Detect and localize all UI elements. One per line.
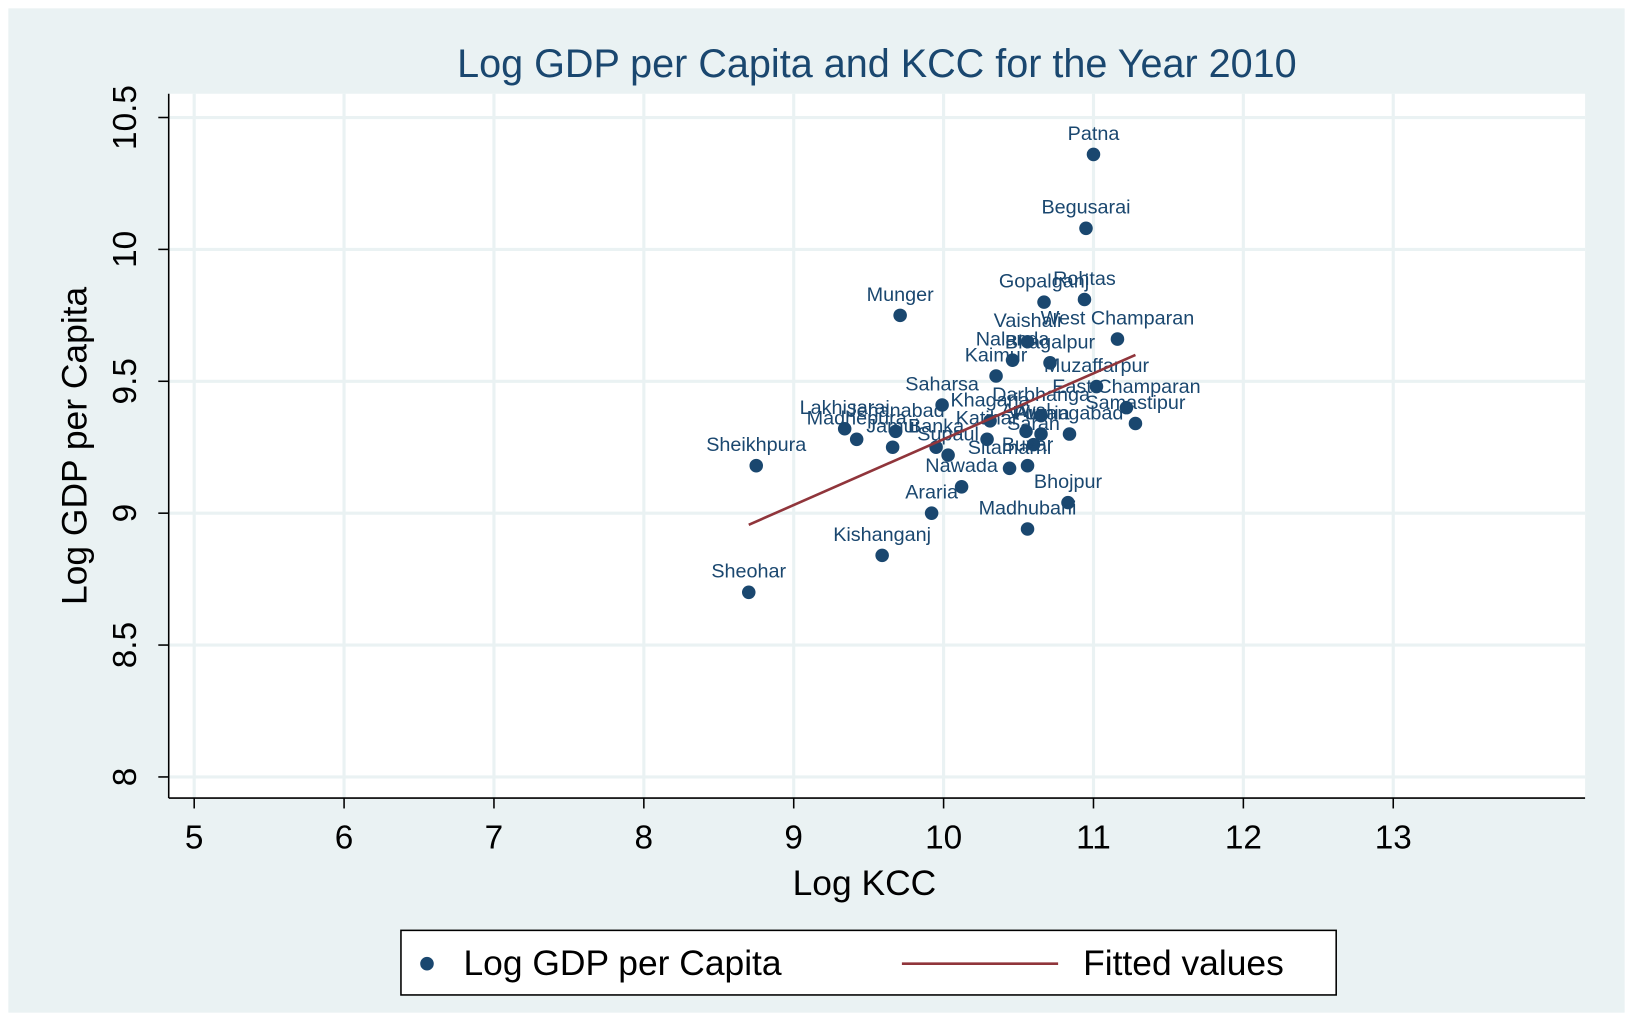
- point-label: Gopalganj: [999, 271, 1089, 293]
- y-tick-label: 10: [107, 231, 144, 268]
- x-axis-label: Log KCC: [793, 863, 937, 903]
- point-label: Nawada: [925, 455, 998, 477]
- grid: 5 6 7 8 9 10 11 12 13 8 8.5 9 9.5 10 10.5: [107, 85, 1586, 857]
- point: [1062, 427, 1077, 441]
- legend-swatch: [420, 956, 434, 971]
- point-label: Madhepura: [807, 408, 907, 430]
- x-tick-label: 13: [1375, 820, 1412, 857]
- y-tick-label: 10.5: [107, 85, 144, 150]
- point-label: Saharsa: [905, 373, 979, 395]
- point-label: Banka: [908, 416, 964, 438]
- point-label: Sheikhpura: [706, 434, 806, 456]
- point-label: Madhubani: [979, 497, 1077, 519]
- x-tick-label: 11: [1076, 820, 1111, 857]
- legend: [400, 929, 1337, 996]
- point: [980, 432, 994, 447]
- y-axis-label: Log GDP per Capita: [54, 286, 94, 605]
- point-label: Saran: [1007, 413, 1060, 435]
- x-tick-label: 5: [185, 820, 204, 857]
- point-label: Araria: [905, 482, 958, 504]
- x-tick-label: 7: [485, 820, 504, 857]
- point: [1119, 400, 1134, 415]
- point: [1061, 495, 1075, 510]
- point: [924, 506, 939, 520]
- point: [888, 424, 903, 439]
- point-label: Sitamarhi: [968, 437, 1052, 459]
- legend-label: Log GDP per Capita: [463, 943, 781, 983]
- x-tick-label: 6: [335, 820, 354, 857]
- point: [893, 308, 907, 323]
- point-label: Samastipur: [1085, 392, 1185, 414]
- point-label: Bhojpur: [1034, 471, 1103, 493]
- point-label: Lakhisarai: [800, 397, 890, 419]
- legend-label: Fitted values: [1083, 943, 1284, 983]
- point: [1034, 408, 1048, 423]
- point: [741, 585, 756, 600]
- point-label: West Champaran: [1041, 308, 1195, 330]
- point-label: Begusarai: [1041, 197, 1130, 219]
- point: [1089, 379, 1104, 394]
- point-label: Rohtas: [1053, 268, 1116, 290]
- point-label: Kaimur: [965, 344, 1028, 366]
- point: [749, 458, 764, 473]
- y-tick-label: 9: [107, 504, 144, 523]
- x-tick-label: 9: [784, 820, 803, 857]
- point: [1128, 416, 1143, 431]
- point-label: Munger: [867, 284, 934, 306]
- y-tick-label: 8.5: [107, 622, 144, 668]
- point-label: Muzaffarpur: [1044, 355, 1150, 377]
- point: [1020, 458, 1035, 473]
- point-label: Aurangabad: [1016, 402, 1124, 424]
- chart-title: Log GDP per Capita and KCC for the Year …: [457, 42, 1297, 86]
- point: [1110, 332, 1125, 346]
- point: [954, 480, 969, 494]
- point-label: Nalanda: [976, 329, 1050, 351]
- point-label: Bhagalpur: [1005, 331, 1096, 353]
- x-tick-label: 12: [1225, 820, 1262, 857]
- point-label: Patna: [1068, 123, 1120, 145]
- point-label: Jehanabad: [847, 400, 945, 422]
- point-label: Vaishali: [994, 310, 1062, 332]
- y-tick-label: 9.5: [107, 358, 144, 404]
- fit-line: [748, 353, 1136, 526]
- point: [941, 448, 955, 462]
- point: [1026, 437, 1041, 452]
- point: [1020, 522, 1035, 536]
- point: [837, 421, 852, 436]
- point-label: Jamui: [866, 416, 919, 438]
- point: [1020, 334, 1035, 349]
- point: [1043, 356, 1057, 370]
- point: [935, 398, 949, 412]
- point-label: Sheohar: [711, 561, 786, 583]
- plot-area: [168, 93, 1586, 799]
- point: [885, 440, 900, 454]
- point: [875, 548, 889, 563]
- point-label: Khagaria: [950, 389, 1029, 411]
- x-tick-label: 10: [925, 820, 962, 857]
- point: [1005, 353, 1020, 367]
- point: [1002, 461, 1017, 476]
- point-label: Purnia: [1012, 402, 1069, 424]
- point-label: Arwal: [1001, 400, 1050, 422]
- point-label: East Champaran: [1052, 376, 1200, 398]
- point: [1079, 221, 1093, 236]
- point: [1086, 147, 1101, 162]
- point: [1034, 427, 1048, 441]
- point: [849, 432, 864, 447]
- legend-items: Log GDP per Capita Fitted values: [420, 943, 1284, 983]
- point: [1077, 292, 1092, 307]
- point-label: Buxar: [1002, 434, 1054, 456]
- point: [1019, 424, 1033, 439]
- point-label: Kishanganj: [833, 524, 931, 546]
- y-tick-label: 8: [107, 768, 144, 787]
- x-tick-label: 8: [635, 820, 654, 857]
- point: [1037, 295, 1051, 309]
- point: [989, 369, 1003, 383]
